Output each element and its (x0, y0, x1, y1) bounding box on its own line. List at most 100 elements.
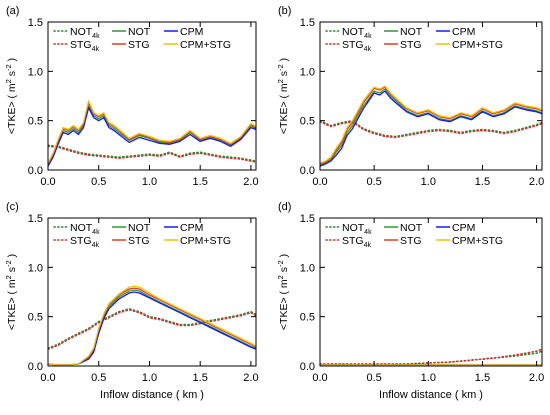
series-line-not4k (48, 307, 256, 350)
legend-label-text: NOT (342, 222, 365, 234)
y-axis-label: <TKE> ( m2 s-2 ) (276, 58, 290, 134)
legend-label: CPM (180, 26, 203, 38)
legend-label-text: CPM (452, 26, 475, 38)
legend-label-sub: 4k (92, 242, 100, 249)
series-line-cpmstg (48, 100, 256, 164)
series-line-cpm (320, 90, 542, 167)
legend-label-text: STG (70, 235, 92, 247)
legend-label-text: NOT (400, 222, 423, 234)
series-line-stg4k (320, 348, 542, 365)
legend-label-text: NOT (128, 222, 151, 234)
y-tick-label: 1.5 (300, 17, 315, 29)
plot-frame (47, 217, 257, 367)
legend-label-text: STG (342, 235, 364, 247)
legend-label: STG4k (70, 235, 99, 249)
series-line-not4k (320, 350, 542, 365)
x-tick-label: 1.5 (475, 372, 490, 384)
y-tick-label: 1.5 (28, 213, 43, 225)
series-line-cpmstg (320, 85, 542, 164)
y-axis-label-mid: s (6, 267, 18, 275)
legend-label-text: NOT (70, 26, 93, 38)
legend-label: NOT (400, 26, 423, 38)
y-axis-label-suffix: ) (6, 254, 18, 260)
legend-label: STG (400, 39, 422, 51)
x-tick-label: 1.0 (142, 176, 157, 188)
series-line-stg (320, 86, 542, 165)
series-line-cpm (48, 291, 256, 366)
x-tick-label: 0.5 (91, 176, 106, 188)
x-tick-label: 1.5 (475, 176, 490, 188)
panel-label: (c) (6, 201, 19, 213)
series-line-not (48, 289, 256, 366)
panel-1: 0.0 0.5 1.0 1.5 2.0 0.0 0.5 1.0 1.5 (a) <TKE> ( m2… (4, 5, 259, 188)
legend-label-text: STG (400, 39, 422, 51)
y-axis-label-exp1: 2 (4, 79, 13, 83)
y-axis-label-suffix: ) (278, 254, 290, 260)
series-line-stg4k (320, 120, 542, 139)
x-tick-label: 0.0 (40, 372, 55, 384)
legend-label-text: NOT (342, 26, 365, 38)
y-tick-label: 1.0 (28, 262, 43, 274)
panel-label: (a) (6, 5, 19, 17)
plot-frame (47, 21, 257, 171)
legend-label-text: STG (70, 39, 92, 51)
legend-label: STG4k (342, 39, 371, 53)
legend-label-text: CPM+STG (452, 235, 503, 247)
legend-label: STG4k (342, 235, 371, 249)
y-axis-label-exp2: -2 (276, 64, 285, 71)
y-axis-label-prefix: <TKE> ( m (278, 83, 290, 134)
x-axis-label: Inflow distance ( km ) (100, 389, 204, 401)
y-tick-label: 0.0 (300, 361, 315, 373)
legend-label-text: NOT (70, 222, 93, 234)
legend-label-sub: 4k (92, 229, 100, 236)
legend-label: NOT4k (342, 26, 372, 40)
y-tick-label: 1.0 (300, 66, 315, 78)
y-tick-label: 0.5 (300, 312, 315, 324)
x-tick-label: 1.0 (421, 176, 436, 188)
legend-label-text: NOT (400, 26, 423, 38)
legend-label: NOT4k (70, 222, 100, 236)
series-line-not (320, 88, 542, 166)
x-tick-label: 1.0 (421, 372, 436, 384)
legend-label-text: CPM+STG (452, 39, 503, 51)
legend-label-sub: 4k (364, 229, 372, 236)
legend-label: CPM+STG (452, 235, 503, 247)
y-tick-label: 1.5 (300, 213, 315, 225)
y-axis-label-suffix: ) (6, 58, 18, 64)
legend-label-text: NOT (128, 26, 151, 38)
y-tick-label: 0.5 (28, 116, 43, 128)
legend-label-text: CPM (180, 26, 203, 38)
series-line-stg4k (48, 145, 256, 163)
panel-label: (b) (278, 5, 291, 17)
y-axis-label: <TKE> ( m2 s-2 ) (4, 58, 18, 134)
plot-frame (319, 21, 543, 171)
legend-label: NOT4k (342, 222, 372, 236)
legend-label: CPM+STG (180, 39, 231, 51)
legend-label-text: STG (342, 39, 364, 51)
y-axis-label-prefix: <TKE> ( m (6, 83, 18, 134)
legend-label-sub: 4k (92, 33, 100, 40)
y-axis-label-exp2: -2 (276, 260, 285, 267)
y-axis-label-exp2: -2 (4, 64, 13, 71)
legend-label-text: CPM+STG (180, 39, 231, 51)
legend-label: CPM (180, 222, 203, 234)
legend-label-text: CPM (452, 222, 475, 234)
legend-label: CPM (452, 26, 475, 38)
y-tick-label: 0.0 (28, 165, 43, 177)
y-tick-label: 1.0 (28, 66, 43, 78)
x-tick-label: 2.0 (243, 372, 258, 384)
y-tick-label: 0.5 (300, 116, 315, 128)
y-tick-label: 0.5 (28, 312, 43, 324)
legend-label-text: CPM (180, 222, 203, 234)
y-axis-label-mid: s (278, 71, 290, 79)
x-tick-label: 2.0 (529, 372, 544, 384)
series-group (48, 285, 256, 366)
panel-2: 0.0 0.5 1.0 1.5 2.0 0.0 0.5 1.0 1.5 (b) <TKE> ( m2… (276, 5, 544, 188)
x-tick-label: 1.5 (193, 372, 208, 384)
x-tick-label: 0.0 (312, 176, 327, 188)
